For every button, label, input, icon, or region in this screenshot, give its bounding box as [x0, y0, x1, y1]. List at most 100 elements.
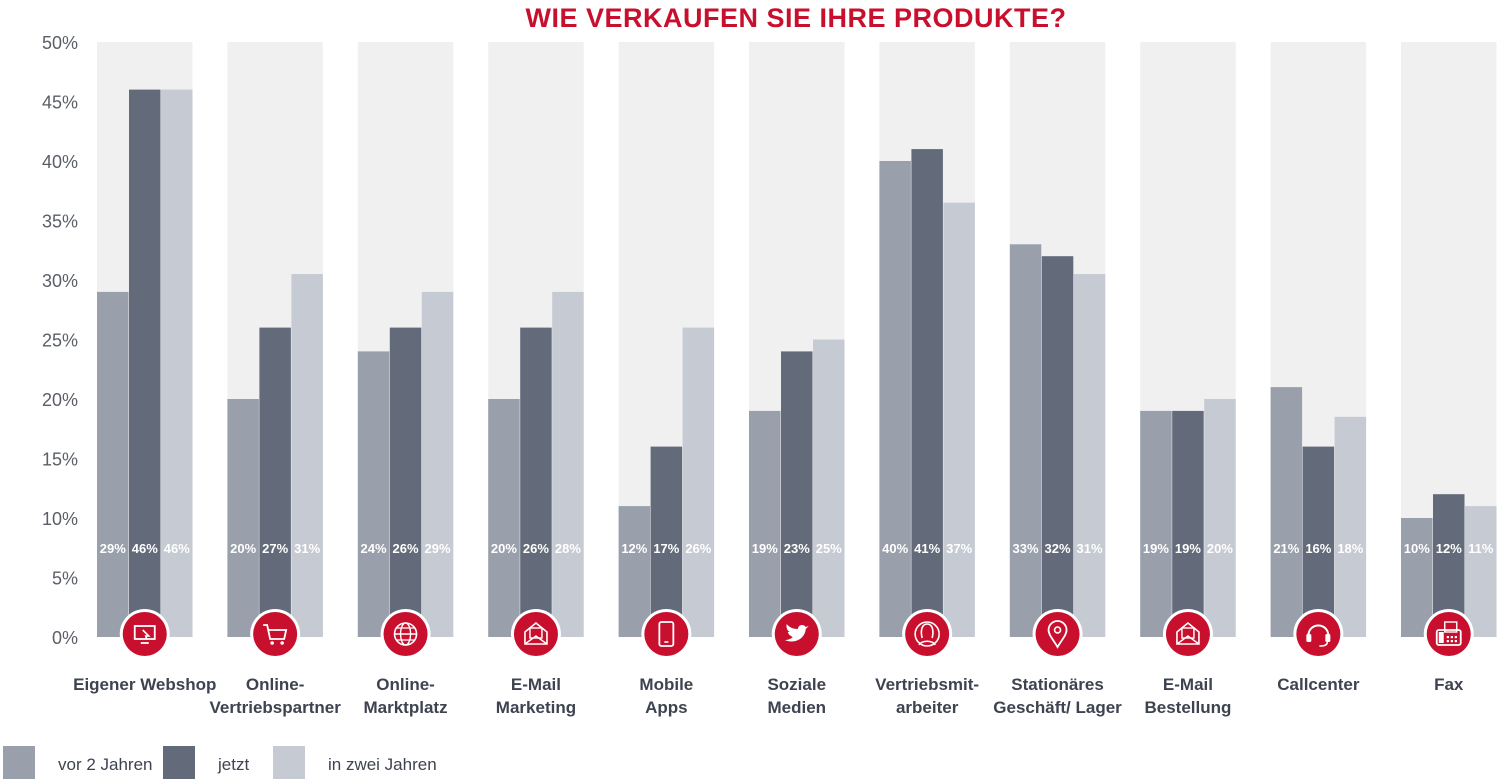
data-label: 19%	[1175, 541, 1201, 556]
legend-label: in zwei Jahren	[328, 755, 437, 774]
bar	[1073, 274, 1106, 637]
y-tick-label: 10%	[42, 509, 78, 529]
bar	[421, 291, 454, 637]
data-label: 18%	[1337, 541, 1363, 556]
legend-label: jetzt	[217, 755, 249, 774]
data-label: 20%	[230, 541, 256, 556]
email-marketing-icon	[510, 609, 561, 659]
category-label: Marketing	[496, 698, 576, 717]
data-label: 33%	[1013, 541, 1039, 556]
bar	[879, 161, 911, 637]
bar	[97, 291, 129, 637]
data-label: 32%	[1045, 541, 1071, 556]
webshop-screen-icon	[119, 609, 170, 659]
bar	[488, 399, 520, 637]
data-label: 20%	[1207, 541, 1233, 556]
fax-icon	[1423, 609, 1474, 659]
bar	[1041, 256, 1074, 637]
data-label: 29%	[100, 541, 126, 556]
bar	[943, 202, 975, 637]
category-label: Vertriebspartner	[209, 698, 341, 717]
y-tick-label: 35%	[42, 212, 78, 232]
chart-title: WIE VERKAUFEN SIE IHRE PRODUKTE?	[525, 3, 1066, 33]
y-tick-label: 25%	[42, 331, 78, 351]
y-tick-label: 40%	[42, 152, 78, 172]
data-label: 27%	[262, 541, 288, 556]
data-label: 46%	[132, 541, 158, 556]
legend-swatch	[163, 746, 195, 779]
data-label: 26%	[523, 541, 549, 556]
data-label: 31%	[1077, 541, 1103, 556]
category-label: Online-	[246, 675, 305, 694]
category-label: Geschäft/ Lager	[993, 698, 1122, 717]
data-label: 24%	[361, 541, 387, 556]
bar	[1172, 410, 1204, 637]
category-label: Marktplatz	[364, 698, 448, 717]
bar	[1270, 387, 1303, 637]
bar	[291, 274, 323, 637]
bar	[1204, 399, 1236, 637]
smartphone-icon	[641, 609, 692, 659]
data-label: 28%	[555, 541, 581, 556]
bar	[389, 327, 422, 637]
category-label: Callcenter	[1277, 675, 1360, 694]
y-tick-label: 5%	[52, 569, 78, 589]
data-label: 23%	[784, 541, 810, 556]
data-label: 26%	[685, 541, 711, 556]
bar	[1465, 506, 1497, 637]
data-label: 40%	[882, 541, 908, 556]
y-tick-label: 50%	[42, 33, 78, 53]
category-label: arbeiter	[896, 698, 959, 717]
category-label: Soziale	[767, 675, 826, 694]
category-label: Stationäres	[1011, 675, 1104, 694]
data-label: 19%	[1143, 541, 1169, 556]
bar	[813, 339, 845, 637]
data-label: 19%	[752, 541, 778, 556]
data-label: 17%	[653, 541, 679, 556]
bar	[227, 399, 259, 637]
bar	[1334, 416, 1367, 637]
data-label: 20%	[491, 541, 517, 556]
bar	[1009, 244, 1042, 638]
bar	[552, 291, 584, 637]
category-label: Medien	[767, 698, 826, 717]
data-label: 25%	[816, 541, 842, 556]
legend-swatch	[3, 746, 35, 779]
data-label: 29%	[425, 541, 451, 556]
bar	[682, 327, 715, 637]
shopping-cart-icon	[250, 609, 301, 659]
category-label: Mobile	[639, 675, 693, 694]
data-label: 21%	[1273, 541, 1299, 556]
category-label: E-Mail	[1163, 675, 1213, 694]
y-tick-label: 15%	[42, 450, 78, 470]
y-tick-label: 0%	[52, 628, 78, 648]
category-label: Fax	[1434, 675, 1464, 694]
data-label: 16%	[1305, 541, 1331, 556]
data-label: 12%	[621, 541, 647, 556]
bar	[1401, 518, 1433, 637]
data-label: 31%	[294, 541, 320, 556]
bar	[1140, 410, 1172, 637]
category-label: Vertriebsmit-	[875, 675, 979, 694]
data-label: 10%	[1404, 541, 1430, 556]
legend-label: vor 2 Jahren	[58, 755, 153, 774]
y-tick-label: 30%	[42, 271, 78, 291]
category-label: Eigener Webshop	[73, 675, 216, 694]
bar	[259, 327, 291, 637]
data-label: 11%	[1468, 541, 1494, 556]
bar	[161, 89, 193, 638]
data-label: 26%	[393, 541, 419, 556]
bar	[618, 506, 651, 637]
bar	[520, 327, 552, 637]
email-order-icon	[1162, 609, 1213, 659]
bar	[1302, 446, 1335, 637]
bar	[781, 351, 813, 637]
bar	[650, 446, 683, 637]
category-label: Apps	[645, 698, 688, 717]
bar	[749, 410, 781, 637]
category-label: Online-	[376, 675, 435, 694]
bar	[357, 351, 390, 637]
legend-swatch	[273, 746, 305, 779]
category-label: E-Mail	[511, 675, 561, 694]
